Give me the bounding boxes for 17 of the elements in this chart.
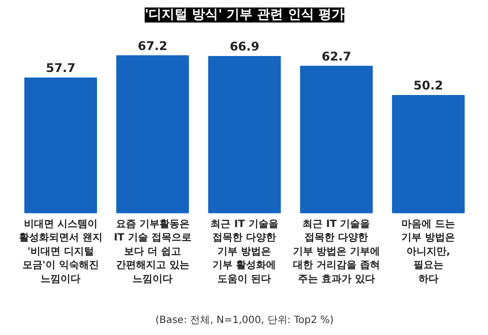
data-label: 57.7 <box>46 60 76 75</box>
data-label: 50.2 <box>414 78 444 92</box>
bar <box>24 77 98 214</box>
text: (Base: 전체, N=1,000, 단위: Top2 %) <box>155 314 334 326</box>
x-tick-label: 마음에 드는 기부 방법은 아니지만, 필요는 하다 <box>402 218 456 285</box>
bar <box>300 66 373 214</box>
bar <box>392 94 465 214</box>
data-label: 67.2 <box>138 38 168 53</box>
bar <box>208 56 281 214</box>
chart-title: '디지털 방식' 기부 관련 인식 평가 <box>144 8 344 22</box>
data-label: 62.7 <box>322 49 352 64</box>
x-tick-label: 최근 IT 기술을 접목한 다양한 기부 방법은 기부에 대한 거리감을 좁혀 주는 효과가 있다 <box>292 218 380 285</box>
bar <box>116 55 189 214</box>
x-tick-label: 요즘 기부활동은 IT 기술 접목으로 보다 더 쉽고 간편해지고 있는 느낌이다 <box>114 218 192 285</box>
x-tick-label: 비대면 시스템이 활성화되면서 왠지 '비대면 디지털 모금'이 익숙해진 느낌이다 <box>18 218 102 285</box>
data-label: 66.9 <box>230 39 260 54</box>
x-tick-label: 최근 IT 기술을 접목한 다양한 기부 방법은 기부 활성화에 도움이 된다 <box>210 218 278 285</box>
